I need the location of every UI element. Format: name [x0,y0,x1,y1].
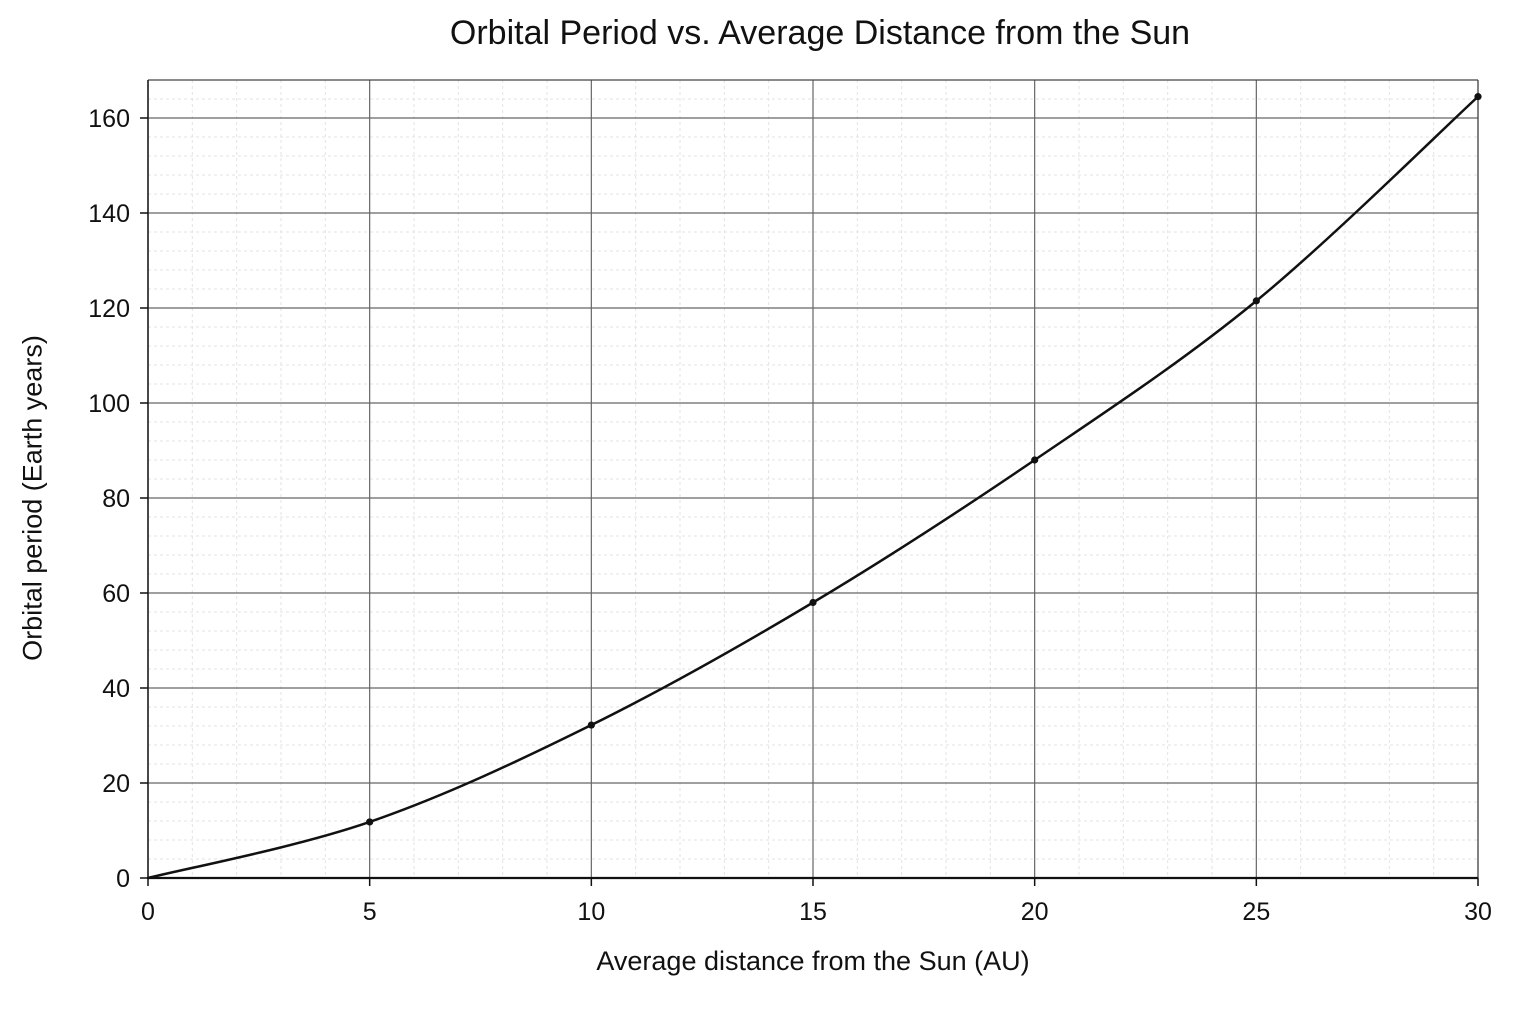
y-tick-label: 0 [116,865,130,893]
x-axis-label: Average distance from the Sun (AU) [596,946,1030,976]
chart-title: Orbital Period vs. Average Distance from… [449,14,1191,52]
y-tick-label: 120 [88,295,130,323]
x-tick-label: 5 [363,898,377,926]
data-point [1031,456,1039,464]
x-tick-label: 20 [1021,898,1049,926]
data-point [1252,297,1260,305]
y-tick-label: 40 [102,675,130,703]
x-tick-label: 25 [1242,898,1270,926]
y-tick-label: 160 [88,105,130,133]
y-tick-label: 20 [102,770,130,798]
x-tick-label: 0 [141,898,155,926]
y-tick-label: 100 [88,390,130,418]
data-point [809,598,817,607]
y-tick-label: 140 [88,200,130,228]
y-tick-label: 80 [102,485,130,513]
data-point [366,818,374,826]
y-axis-label: Orbital period (Earth years) [17,335,48,661]
x-tick-label: 30 [1464,898,1492,926]
data-point [1474,93,1482,101]
x-tick-label: 15 [799,898,827,926]
data-point [587,721,595,729]
y-tick-label: 60 [102,580,130,608]
x-tick-label: 10 [577,898,605,926]
